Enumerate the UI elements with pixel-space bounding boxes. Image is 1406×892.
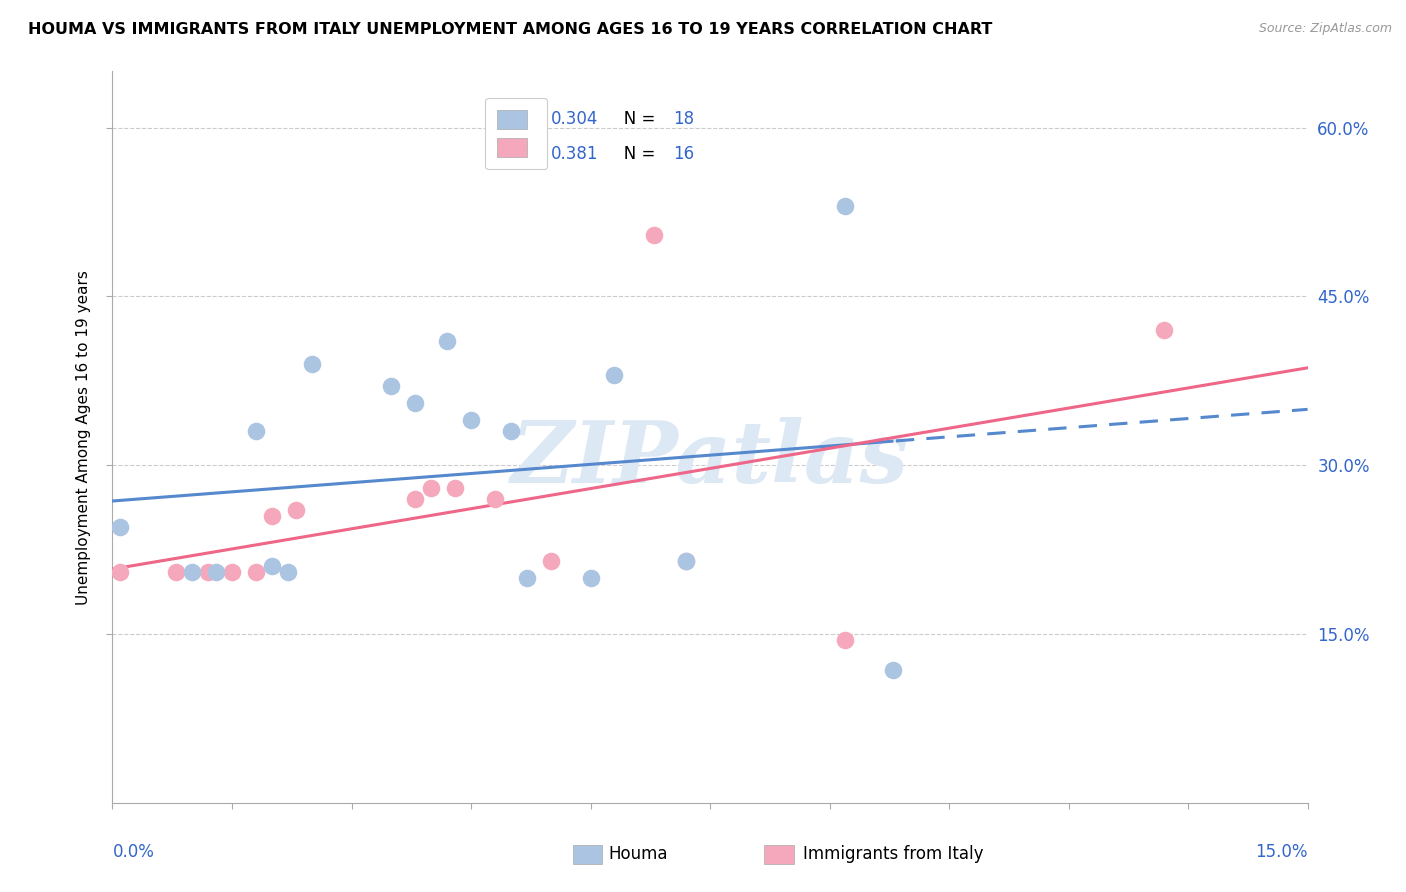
FancyBboxPatch shape bbox=[572, 846, 603, 863]
Text: N =: N = bbox=[607, 145, 661, 162]
Text: 0.304: 0.304 bbox=[551, 110, 598, 128]
Point bbox=[165, 565, 187, 579]
Point bbox=[245, 565, 267, 579]
Point bbox=[834, 632, 856, 647]
Point bbox=[110, 520, 132, 534]
Text: 15.0%: 15.0% bbox=[1256, 843, 1308, 861]
Text: 16: 16 bbox=[673, 145, 695, 162]
Point bbox=[444, 481, 467, 495]
Point bbox=[516, 571, 538, 585]
Text: 0.381: 0.381 bbox=[551, 145, 598, 162]
Point bbox=[484, 491, 506, 506]
Point bbox=[110, 565, 132, 579]
Point bbox=[603, 368, 626, 383]
Point bbox=[1153, 323, 1175, 337]
Point bbox=[499, 425, 522, 439]
Text: 18: 18 bbox=[673, 110, 695, 128]
Point bbox=[380, 379, 402, 393]
Point bbox=[260, 559, 283, 574]
Point bbox=[181, 565, 204, 579]
Point bbox=[404, 396, 426, 410]
Point bbox=[579, 571, 602, 585]
Point bbox=[420, 481, 443, 495]
Point bbox=[675, 554, 697, 568]
Text: R =: R = bbox=[505, 145, 541, 162]
Point bbox=[245, 425, 267, 439]
Point bbox=[301, 357, 323, 371]
Text: R =: R = bbox=[505, 110, 541, 128]
Point bbox=[205, 565, 228, 579]
Legend: , : , bbox=[485, 98, 547, 169]
Point bbox=[284, 503, 307, 517]
Text: Source: ZipAtlas.com: Source: ZipAtlas.com bbox=[1258, 22, 1392, 36]
Point bbox=[643, 227, 665, 242]
Point bbox=[436, 334, 458, 349]
Point bbox=[460, 413, 482, 427]
Text: 0.0%: 0.0% bbox=[112, 843, 155, 861]
Text: Immigrants from Italy: Immigrants from Italy bbox=[803, 845, 984, 863]
Text: HOUMA VS IMMIGRANTS FROM ITALY UNEMPLOYMENT AMONG AGES 16 TO 19 YEARS CORRELATIO: HOUMA VS IMMIGRANTS FROM ITALY UNEMPLOYM… bbox=[28, 22, 993, 37]
Text: ZIPatlas: ZIPatlas bbox=[510, 417, 910, 500]
Point bbox=[834, 199, 856, 213]
Point bbox=[197, 565, 219, 579]
Text: N =: N = bbox=[607, 110, 661, 128]
Y-axis label: Unemployment Among Ages 16 to 19 years: Unemployment Among Ages 16 to 19 years bbox=[76, 269, 91, 605]
Point bbox=[675, 554, 697, 568]
Point bbox=[277, 565, 299, 579]
Point bbox=[882, 663, 904, 677]
Point bbox=[260, 508, 283, 523]
Point bbox=[221, 565, 243, 579]
Point bbox=[404, 491, 426, 506]
Point bbox=[540, 554, 562, 568]
FancyBboxPatch shape bbox=[763, 846, 794, 863]
Text: Houma: Houma bbox=[609, 845, 668, 863]
